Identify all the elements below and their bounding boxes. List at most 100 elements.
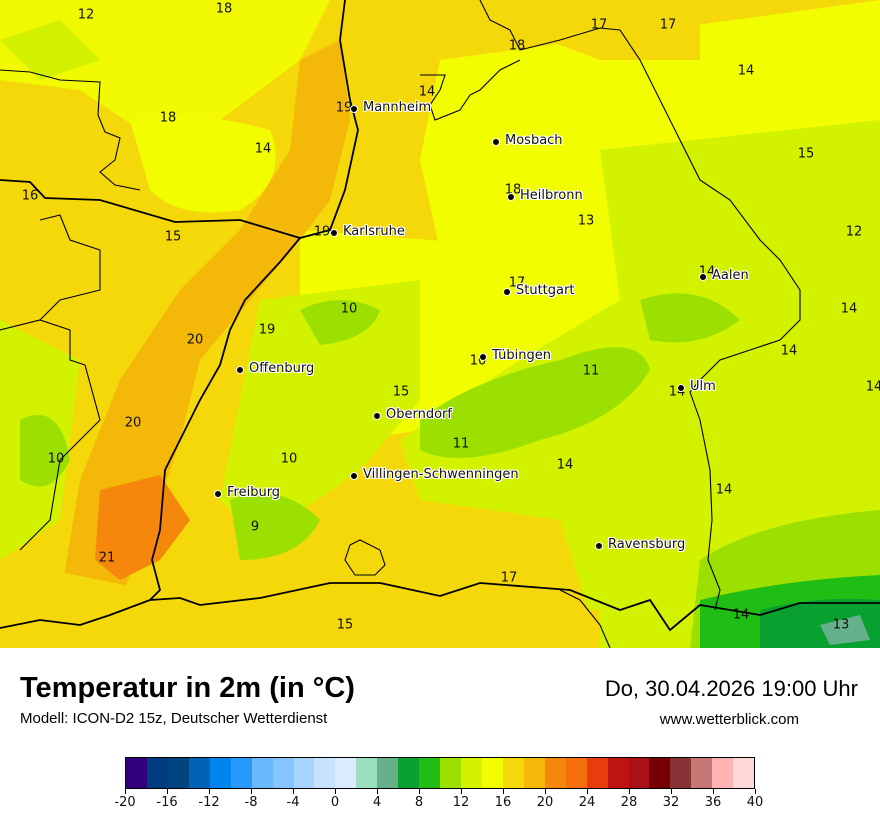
temperature-value-label: 15 — [164, 229, 182, 245]
city-dot-icon — [503, 288, 511, 296]
temperature-value-label: 12 — [77, 7, 95, 23]
temperature-value-label: 16 — [21, 188, 39, 204]
city-dot-icon — [677, 384, 685, 392]
city-label: Freiburg — [227, 485, 281, 500]
temperature-value-label: 14 — [418, 84, 436, 100]
city-dot-icon — [492, 138, 500, 146]
temperature-value-label: 19 — [335, 100, 353, 116]
city-dot-icon — [330, 229, 338, 237]
colorbar-segment — [335, 758, 357, 788]
colorbar-tick-mark — [713, 789, 714, 794]
colorbar-tick-mark — [671, 789, 672, 794]
temperature-value-label: 18 — [159, 110, 177, 126]
temperature-value-label: 13 — [577, 213, 595, 229]
colorbar-segment — [607, 758, 629, 788]
valid-datetime: Do, 30.04.2026 19:00 Uhr — [604, 676, 858, 701]
colorbar-segment — [126, 758, 147, 788]
temperature-value-label: 17 — [590, 17, 608, 33]
colorbar-segment — [481, 758, 503, 788]
colorbar-tick-label: 24 — [578, 795, 596, 810]
colorbar-segment — [565, 758, 587, 788]
city-label: Villingen-Schwenningen — [363, 467, 519, 482]
colorbar-segment — [461, 758, 482, 788]
temperature-value-label: 14 — [780, 343, 798, 359]
colorbar-tick-label: -8 — [244, 795, 258, 810]
temperature-value-label: 19 — [313, 224, 331, 240]
colorbar-segment — [733, 758, 755, 788]
temperature-value-label: 10 — [47, 451, 65, 467]
temperature-value-label: 15 — [392, 384, 410, 400]
city-dot-icon — [236, 366, 244, 374]
city-label: Offenburg — [249, 361, 315, 376]
temperature-value-label: 20 — [186, 332, 204, 348]
colorbar-segment — [146, 758, 168, 788]
colorbar — [125, 757, 755, 789]
temperature-value-label: 14 — [732, 607, 750, 623]
colorbar-tick-label: 40 — [746, 795, 764, 810]
colorbar-segment — [377, 758, 399, 788]
colorbar-segment — [314, 758, 336, 788]
colorbar-tick-label: -16 — [156, 795, 178, 810]
city-dot-icon — [507, 193, 515, 201]
colorbar-tick-mark — [545, 789, 546, 794]
colorbar-tick-label: -12 — [198, 795, 220, 810]
temperature-value-label: 21 — [98, 550, 116, 566]
colorbar-segment — [586, 758, 608, 788]
temperature-value-label: 19 — [258, 322, 276, 338]
colorbar-segment — [670, 758, 692, 788]
city-dot-icon — [699, 273, 707, 281]
colorbar-tick-label: -20 — [114, 795, 136, 810]
colorbar-tick-mark — [755, 789, 756, 794]
colorbar-tick-label: 4 — [372, 795, 382, 810]
temperature-value-label: 17 — [508, 275, 526, 291]
colorbar-tick-label: 32 — [662, 795, 680, 810]
colorbar-segment — [209, 758, 231, 788]
temperature-value-label: 15 — [797, 146, 815, 162]
colorbar-tick-mark — [209, 789, 210, 794]
colorbar-segment — [440, 758, 461, 788]
colorbar-segment — [691, 758, 713, 788]
colorbar-tick-mark — [461, 789, 462, 794]
colorbar-segment — [293, 758, 315, 788]
temperature-value-label: 14 — [254, 141, 272, 157]
colorbar-segment — [251, 758, 273, 788]
city-label: Oberndorf — [386, 407, 452, 422]
city-dot-icon — [350, 472, 358, 480]
temperature-value-label: 10 — [340, 301, 358, 317]
colorbar-tick-mark — [587, 789, 588, 794]
colorbar-tick-label: 16 — [494, 795, 512, 810]
colorbar-tick-label: 20 — [536, 795, 554, 810]
colorbar-segment — [272, 758, 294, 788]
temperature-value-label: 17 — [500, 570, 518, 586]
colorbar-tick-mark — [503, 789, 504, 794]
colorbar-segment — [188, 758, 210, 788]
city-label: Heilbronn — [520, 188, 583, 203]
colorbar-segment — [356, 758, 378, 788]
city-label: Mannheim — [363, 100, 432, 115]
colorbar-tick-mark — [377, 789, 378, 794]
website-link[interactable]: www.wetterblick.com — [659, 711, 799, 728]
temperature-value-label: 14 — [737, 63, 755, 79]
temperature-map[interactable]: 12 18 17 17 18 14 14 19 18 14 15 16 18 13 15 19 12 17 14 10… — [0, 0, 880, 648]
temperature-value-label: 11 — [582, 363, 600, 379]
map-field-layer — [0, 0, 880, 648]
city-dot-icon — [350, 105, 358, 113]
temperature-value-label: 18 — [508, 38, 526, 54]
colorbar-tick-mark — [335, 789, 336, 794]
colorbar-tick-mark — [167, 789, 168, 794]
colorbar-segment — [502, 758, 524, 788]
colorbar-tick-mark — [293, 789, 294, 794]
temperature-value-label: 12 — [845, 224, 863, 240]
colorbar-tick-label: 0 — [330, 795, 340, 810]
colorbar-segment — [649, 758, 671, 788]
city-label: Aalen — [712, 268, 749, 283]
colorbar-tick-label: 8 — [414, 795, 424, 810]
colorbar-segment — [712, 758, 734, 788]
colorbar-ticks: -20 -16 -12 -8 -4 0 4 8 12 16 20 24 28 32 36 40 — [114, 789, 763, 819]
temperature-value-label: 9 — [250, 519, 260, 535]
colorbar-tick-label: 12 — [452, 795, 470, 810]
colorbar-tick-label: 28 — [620, 795, 638, 810]
colorbar-tick-label: 36 — [704, 795, 722, 810]
city-dot-icon — [214, 490, 222, 498]
city-label: Ulm — [690, 379, 716, 394]
